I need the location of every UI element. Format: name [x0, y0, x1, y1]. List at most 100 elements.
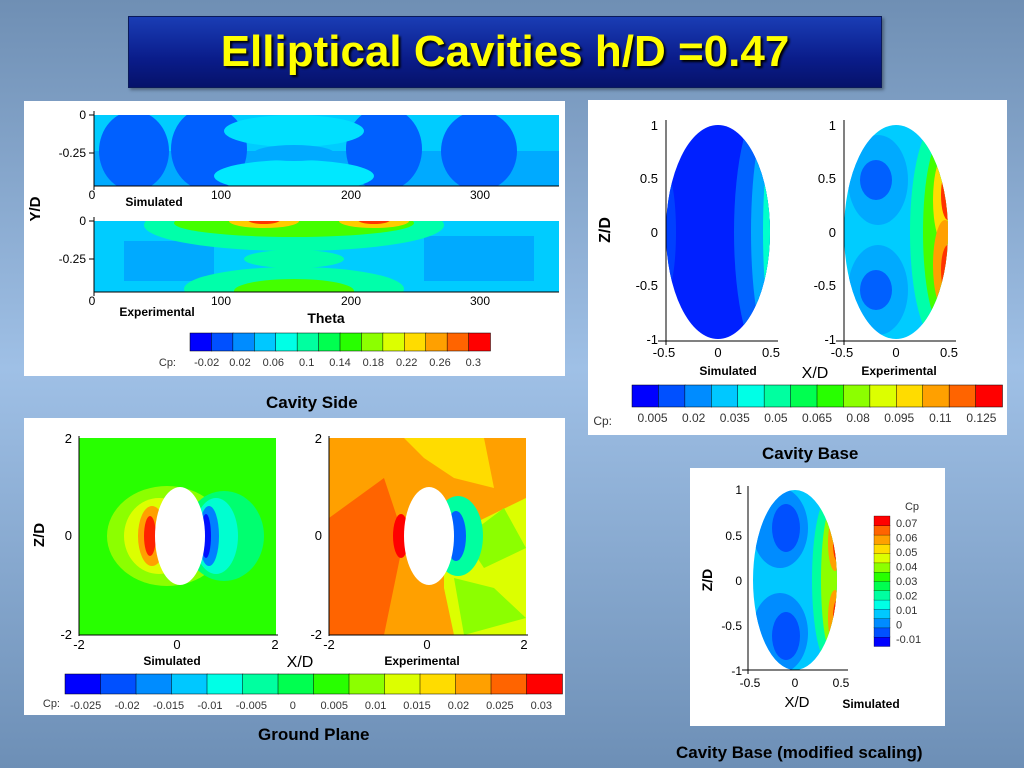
base-mod-ytick: -0.5 — [721, 619, 742, 633]
side-y-axis-title: Y/D — [27, 196, 44, 221]
base-mod-xtick: 0.5 — [833, 676, 850, 690]
base-colorbar-swatch — [631, 384, 660, 408]
base-colorbar-swatch — [737, 384, 765, 408]
side-sim-ytick: 0 — [79, 108, 86, 122]
base-colorbar-tick: 0.05 — [764, 411, 788, 425]
ground-colorbar-swatch — [206, 673, 244, 695]
ground-colorbar-swatch — [419, 673, 457, 695]
base-mod-colorbar-tick: -0.01 — [896, 634, 921, 646]
base-mod-colorbar-tick: 0 — [896, 619, 902, 631]
cavity-base-modified-panel: 1 0.5 0 -0.5 -1 -0.5 0 0.5 X/D Simulated… — [690, 468, 945, 726]
side-colorbar-tick: 0.14 — [329, 357, 350, 369]
ground-colorbar-tick: -0.025 — [70, 700, 101, 712]
side-colorbar-swatch — [189, 332, 213, 352]
caption-ground-plane: Ground Plane — [258, 725, 370, 744]
side-sim-xtick: 0 — [89, 188, 96, 202]
ground-colorbar-tick: -0.02 — [115, 700, 140, 712]
ground-plane-panel: 2 0 -2 2 0 -2 -2 0 2 -2 0 2 Simulated Ex… — [24, 418, 565, 715]
slide-title: Elliptical Cavities h/D =0.47 — [220, 27, 790, 76]
ground-colorbar-ticks: -0.025 -0.02 -0.015 -0.01 -0.005 0 0.005 0.01 0.… — [70, 700, 552, 712]
ground-colorbar-label: Cp: — [43, 698, 60, 710]
base-colorbar-tick: 0.005 — [638, 411, 668, 425]
ground-exp-ytick: 2 — [315, 431, 322, 446]
base-mod-colorbar — [873, 515, 891, 647]
base-mod-colorbar-tick: 0.05 — [896, 547, 917, 559]
base-colorbar-swatch — [843, 384, 871, 408]
base-exp-ytick: -1 — [824, 332, 836, 347]
base-colorbar-swatch — [869, 384, 898, 408]
ground-colorbar-tick: 0.025 — [486, 700, 514, 712]
ground-colorbar-swatch — [384, 673, 421, 695]
cavity-base-chart: 1 0.5 0 -0.5 -1 1 0.5 0 -0.5 -1 -0.5 0 0… — [593, 118, 1003, 428]
base-sim-ytick: 1 — [651, 118, 658, 133]
base-colorbar-swatch — [763, 384, 792, 408]
side-colorbar-tick: 0.3 — [466, 357, 481, 369]
side-sim-xtick: 100 — [211, 188, 231, 202]
base-sim-xtick: -0.5 — [653, 345, 675, 360]
side-colorbar-tick: 0.1 — [299, 357, 314, 369]
base-mod-colorbar-label: Cp — [905, 501, 919, 513]
base-colorbar-swatch — [684, 384, 713, 408]
side-colorbar-label: Cp: — [159, 357, 176, 369]
ground-y-axis-title: Z/D — [31, 523, 48, 547]
ground-experimental-field — [329, 438, 526, 635]
base-colorbar-tick: 0.095 — [884, 411, 914, 425]
base-exp-ytick: 0.5 — [818, 171, 836, 186]
base-mod-colorbar-swatch — [873, 617, 891, 629]
side-colorbar-tick: 0.18 — [363, 357, 384, 369]
side-colorbar-tick: 0.06 — [263, 357, 284, 369]
side-colorbar-swatch — [446, 332, 470, 352]
ground-colorbar-tick: 0.03 — [531, 700, 552, 712]
ground-colorbar-swatch — [64, 673, 102, 695]
side-colorbar — [189, 332, 491, 352]
base-sim-label: Simulated — [699, 364, 756, 378]
side-colorbar-tick: 0.26 — [429, 357, 450, 369]
base-sim-xtick: 0 — [714, 345, 721, 360]
base-colorbar-swatch — [816, 384, 845, 408]
side-colorbar-swatch — [296, 332, 320, 352]
base-mod-colorbar-swatch — [873, 571, 891, 582]
ground-exp-ytick: -2 — [310, 627, 322, 642]
ground-x-axis-title: X/D — [287, 654, 314, 671]
side-colorbar-swatch — [468, 332, 491, 352]
ground-sim-xtick: 2 — [271, 637, 278, 652]
base-mod-colorbar-swatch — [873, 525, 891, 536]
ground-colorbar-tick: 0.015 — [403, 700, 431, 712]
base-mod-ytick: 0.5 — [725, 529, 742, 543]
base-mod-colorbar-tick: 0.03 — [896, 576, 917, 588]
base-mod-colorbar-tick: 0.02 — [896, 590, 917, 602]
side-colorbar-swatch — [361, 332, 384, 352]
base-y-axis-title: Z/D — [597, 217, 614, 243]
base-colorbar-swatch — [922, 384, 950, 408]
ground-exp-cavity-opening — [404, 487, 454, 585]
side-colorbar-tick: 0.02 — [229, 357, 250, 369]
cavity-base-modified-chart: 1 0.5 0 -0.5 -1 -0.5 0 0.5 X/D Simulated… — [699, 483, 921, 711]
slide-title-banner: Elliptical Cavities h/D =0.47 — [128, 16, 882, 88]
side-colorbar-swatch — [318, 332, 341, 352]
side-experimental-field — [94, 221, 559, 292]
side-exp-label: Experimental — [119, 305, 194, 319]
ground-sim-ytick: 0 — [65, 528, 72, 543]
side-x-axis-title: Theta — [307, 310, 345, 326]
ground-sim-cavity-opening — [155, 487, 205, 585]
base-mod-colorbar-swatch — [873, 580, 891, 591]
ground-sim-ytick: -2 — [60, 627, 72, 642]
base-colorbar-swatch — [896, 384, 924, 408]
ground-sim-xtick: 0 — [173, 637, 180, 652]
side-colorbar-swatch — [275, 332, 298, 352]
side-exp-xtick: 0 — [89, 294, 96, 308]
base-mod-colorbar-swatch — [873, 608, 891, 619]
ground-colorbar-swatch — [348, 673, 386, 695]
base-exp-ytick: -0.5 — [814, 278, 836, 293]
ground-colorbar — [64, 673, 563, 695]
base-mod-ytick: 1 — [735, 483, 742, 497]
side-sim-xtick: 300 — [470, 188, 490, 202]
side-colorbar-swatch — [404, 332, 427, 352]
base-exp-ytick: 1 — [829, 118, 836, 133]
side-colorbar-swatch — [425, 332, 448, 352]
base-exp-label: Experimental — [861, 364, 936, 378]
base-colorbar-ticks: 0.005 0.02 0.035 0.05 0.065 0.08 0.095 0.11 0.12… — [638, 411, 997, 425]
base-mod-y-axis-title: Z/D — [699, 569, 715, 592]
base-colorbar-swatch — [711, 384, 739, 408]
ground-exp-label: Experimental — [384, 654, 459, 668]
